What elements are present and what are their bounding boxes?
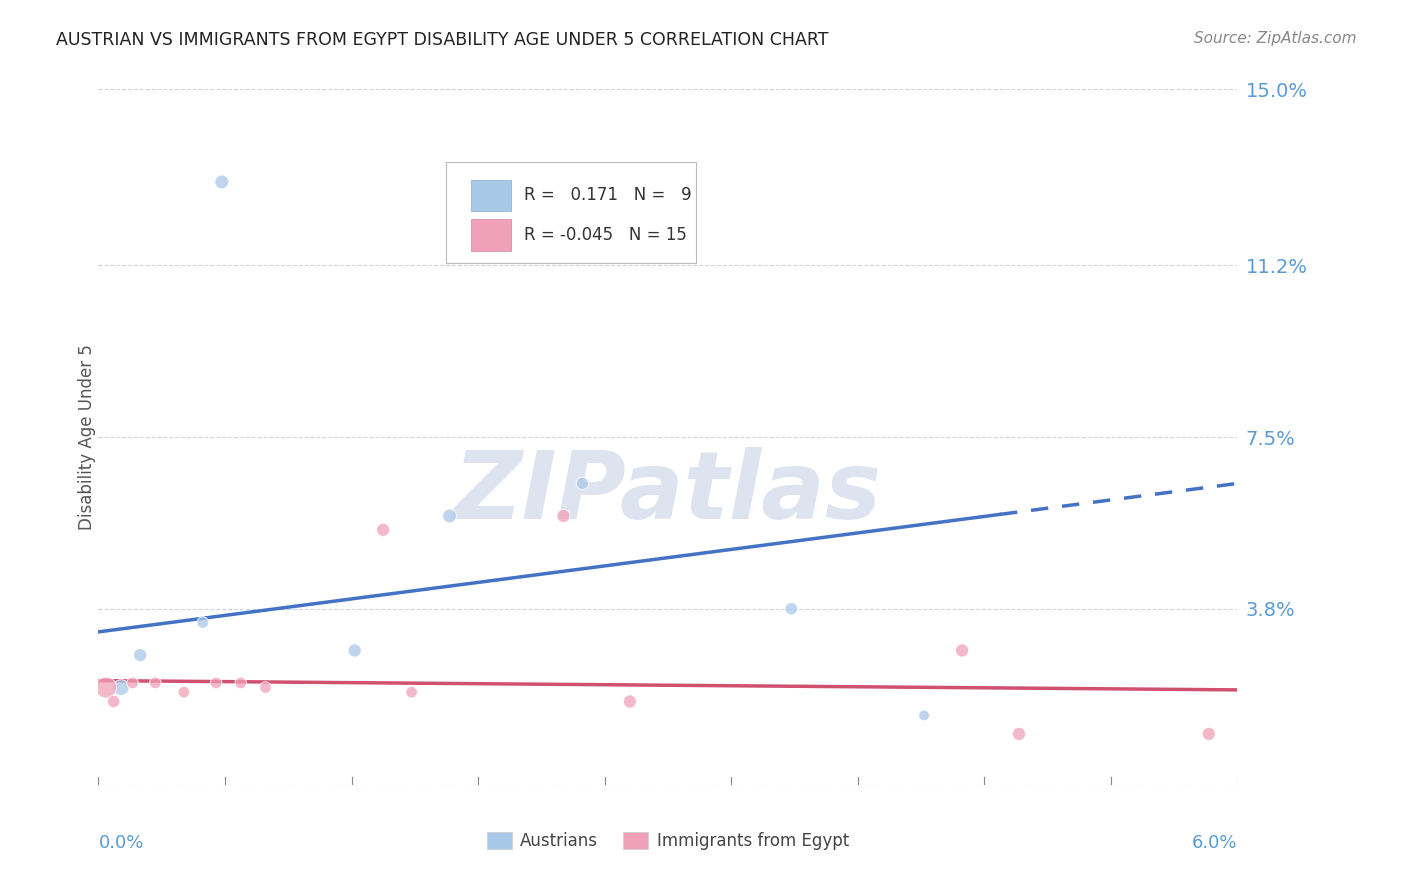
Point bbox=[254, 681, 277, 695]
Point bbox=[553, 508, 575, 523]
Point bbox=[129, 648, 152, 662]
Text: ZIPatlas: ZIPatlas bbox=[454, 447, 882, 539]
Point bbox=[110, 681, 132, 695]
Point bbox=[571, 476, 593, 491]
Text: 0.0%: 0.0% bbox=[98, 834, 143, 852]
Point bbox=[401, 685, 423, 699]
Legend: Austrians, Immigrants from Egypt: Austrians, Immigrants from Egypt bbox=[481, 825, 855, 856]
Point bbox=[173, 685, 195, 699]
Point bbox=[1198, 727, 1220, 741]
Point bbox=[950, 643, 973, 657]
FancyBboxPatch shape bbox=[471, 179, 510, 211]
Point bbox=[205, 676, 228, 690]
Point bbox=[912, 708, 935, 723]
Point bbox=[439, 508, 461, 523]
Text: R = -0.045   N = 15: R = -0.045 N = 15 bbox=[524, 226, 688, 244]
Point bbox=[103, 694, 125, 708]
Point bbox=[780, 601, 803, 615]
Point bbox=[121, 676, 143, 690]
Text: R =   0.171   N =   9: R = 0.171 N = 9 bbox=[524, 186, 692, 204]
Text: 6.0%: 6.0% bbox=[1192, 834, 1237, 852]
Point bbox=[343, 643, 366, 657]
Point bbox=[211, 175, 233, 189]
Point bbox=[371, 523, 394, 537]
Point bbox=[1008, 727, 1031, 741]
Point bbox=[229, 676, 252, 690]
Text: AUSTRIAN VS IMMIGRANTS FROM EGYPT DISABILITY AGE UNDER 5 CORRELATION CHART: AUSTRIAN VS IMMIGRANTS FROM EGYPT DISABI… bbox=[56, 31, 828, 49]
FancyBboxPatch shape bbox=[446, 162, 696, 263]
Y-axis label: Disability Age Under 5: Disability Age Under 5 bbox=[79, 344, 96, 530]
Point bbox=[94, 681, 117, 695]
FancyBboxPatch shape bbox=[471, 219, 510, 251]
Point bbox=[619, 694, 641, 708]
Point bbox=[191, 615, 214, 630]
Text: Source: ZipAtlas.com: Source: ZipAtlas.com bbox=[1194, 31, 1357, 46]
Point bbox=[145, 676, 166, 690]
